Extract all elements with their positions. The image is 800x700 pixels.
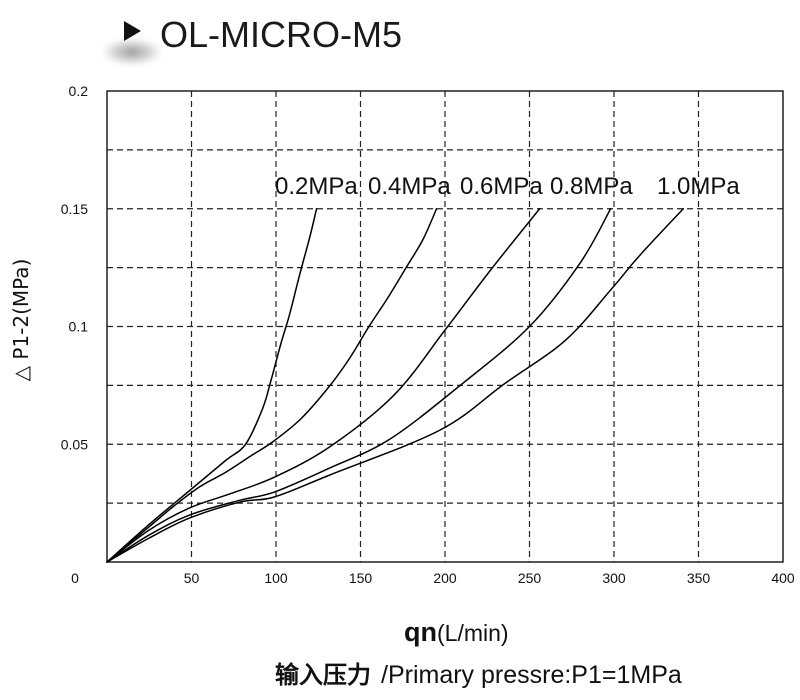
title-shadow [102, 38, 162, 66]
play-triangle-icon [124, 21, 141, 41]
series-label-0-8mpa: 0.8MPa [550, 173, 633, 200]
y-axis-label: △ P1-2(MPa) [9, 259, 33, 382]
series-label-1-0mpa: 1.0MPa [657, 173, 740, 200]
series-label-0-6mpa: 0.6MPa [460, 173, 543, 200]
x-axis-label: qn(L/min) [404, 617, 509, 647]
y-tick-labels: 0.05 0.1 0.15 0.2 [61, 83, 88, 452]
note-text: /Primary pressre:P1=1MPa [381, 661, 682, 689]
grid-lines [107, 91, 783, 562]
x-tick-labels: 50 100 150 200 250 300 350 400 0 [71, 570, 795, 586]
chart-title: OL-MICRO-M5 [160, 14, 402, 55]
x-tick-label: 150 [349, 570, 373, 586]
input-pressure-note: 输入压力 /Primary pressre:P1=1MPa [275, 661, 682, 689]
y-tick-label: 0.2 [69, 83, 89, 99]
x-axis-label-unit: (L/min) [437, 620, 509, 646]
x-tick-label: 100 [264, 570, 288, 586]
curve-0-8mpa [106, 208, 612, 563]
curve-0-2mpa [106, 208, 318, 563]
x-tick-label: 400 [771, 570, 795, 586]
plot-frame [106, 90, 784, 563]
series-label-0-2mpa: 0.2MPa [275, 173, 358, 200]
x-tick-label: 350 [687, 570, 711, 586]
series-label-0-4mpa: 0.4MPa [368, 173, 451, 200]
x-tick-label: 50 [184, 570, 200, 586]
series-labels: 0.2MPa 0.4MPa 0.6MPa 0.8MPa 1.0MPa [275, 173, 740, 200]
x-tick-label: 300 [602, 570, 626, 586]
x-tick-label: 250 [518, 570, 542, 586]
series-curves [106, 208, 685, 563]
y-tick-label: 0.05 [61, 436, 88, 452]
y-tick-label: 0.15 [61, 201, 88, 217]
curve-0-4mpa [106, 208, 438, 563]
x-axis-label-symbol: qn [404, 617, 437, 647]
curve-0-6mpa [106, 208, 541, 563]
y-tick-label: 0.1 [69, 319, 89, 335]
origin-tick-label: 0 [71, 570, 79, 586]
note-label-cn: 输入压力 [275, 661, 371, 689]
curve-1-0mpa [106, 208, 685, 563]
x-tick-label: 200 [433, 570, 457, 586]
